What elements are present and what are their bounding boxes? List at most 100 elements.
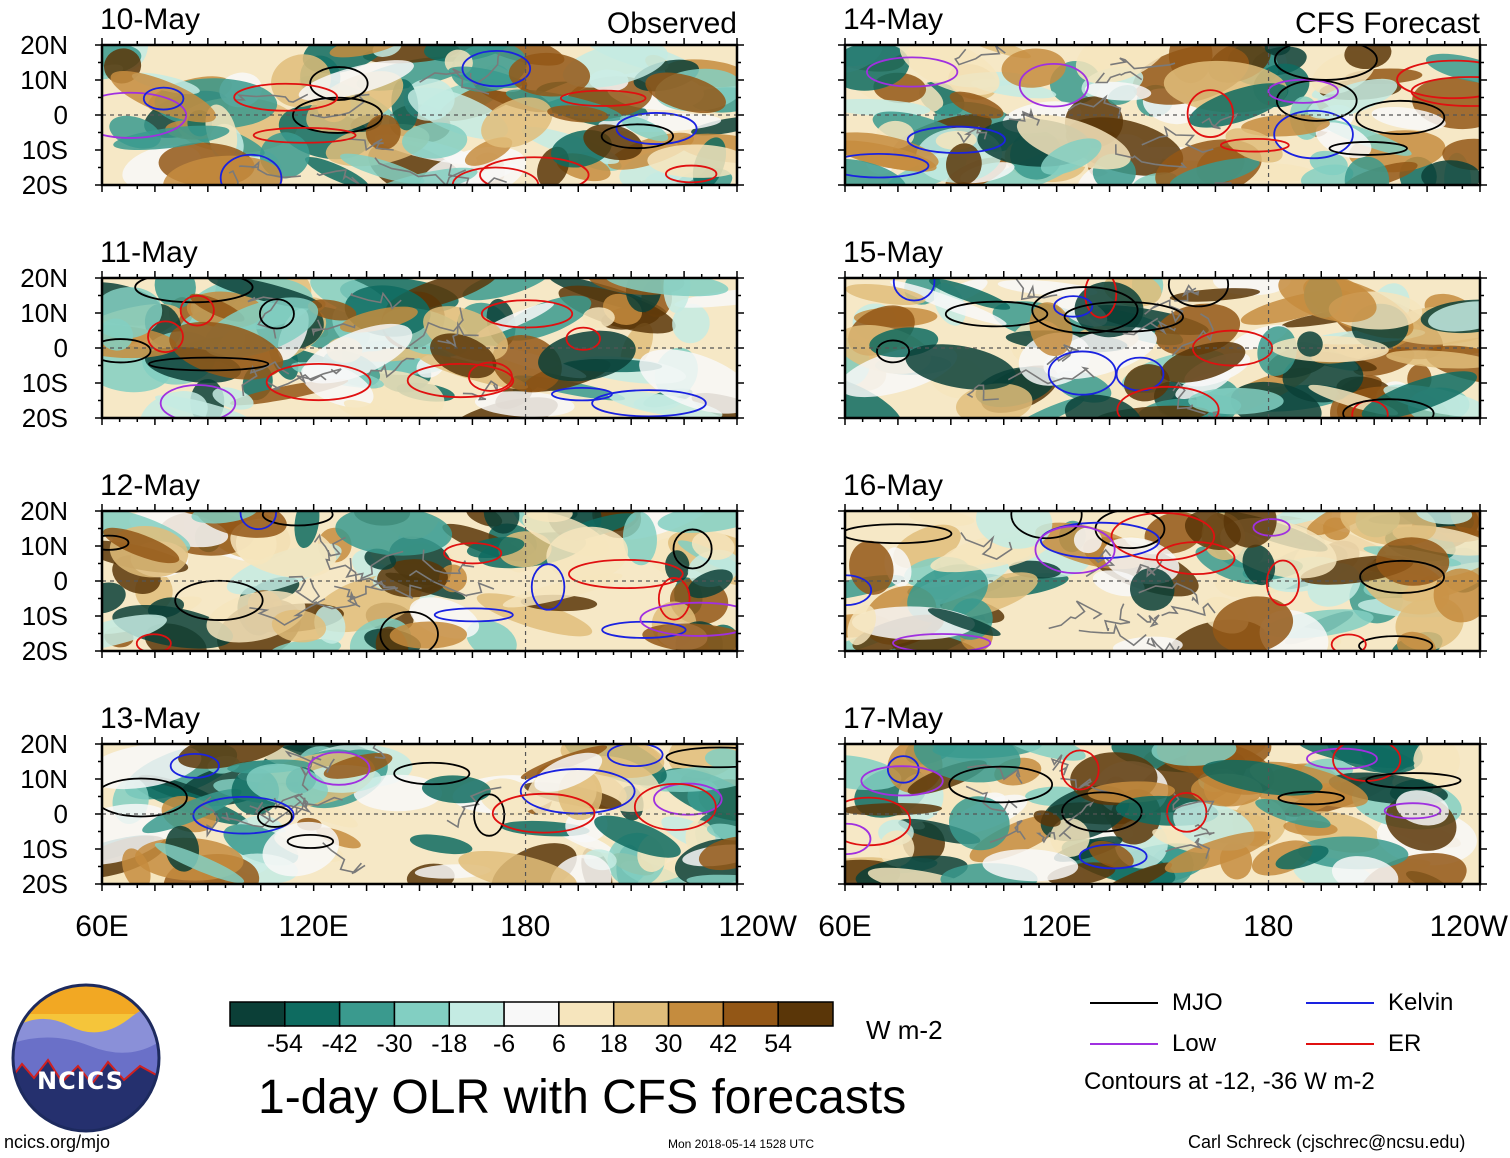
- wave-contour: [1342, 398, 1435, 418]
- wave-contour: [233, 82, 339, 112]
- wave-contour: [1110, 512, 1216, 562]
- olr-anomaly-blob: [594, 815, 681, 858]
- wave-contour: [657, 577, 691, 621]
- colorbar-swatch: [338, 1001, 396, 1027]
- wave-contour: [1167, 278, 1230, 308]
- coastline-path: [446, 786, 502, 829]
- coastline-path: [966, 384, 999, 401]
- wave-contour: [1060, 749, 1100, 791]
- wave-contour: [1267, 78, 1339, 104]
- olr-anomaly-blob: [323, 753, 393, 779]
- wave-contour: [1186, 89, 1234, 138]
- lon-label: 60E: [75, 910, 129, 943]
- olr-anomaly-blob: [583, 124, 643, 161]
- coastline-path: [350, 291, 402, 310]
- lat-label: 10N: [20, 764, 68, 794]
- legend-label-mjo: MJO: [1172, 989, 1223, 1016]
- olr-anomaly-blob: [339, 306, 418, 333]
- coastline-path: [419, 68, 490, 95]
- wave-contour: [633, 782, 717, 831]
- olr-anomaly-blob: [335, 511, 453, 556]
- wave-contour: [1063, 301, 1185, 333]
- olr-anomaly-blob: [909, 511, 975, 527]
- olr-anomaly-blob: [955, 383, 1033, 418]
- wave-contour: [192, 795, 295, 835]
- coastline-path: [1146, 637, 1180, 651]
- logo-text: NCICS: [37, 1067, 124, 1095]
- lon-label: 180: [500, 910, 551, 943]
- olr-anomaly-blob: [102, 614, 167, 651]
- coastline-path: [284, 750, 335, 773]
- olr-anomaly-blob: [300, 362, 374, 408]
- olr-anomaly-blob: [1089, 840, 1134, 869]
- wave-contour: [665, 746, 737, 769]
- wave-contour: [239, 511, 277, 531]
- coastline-path: [989, 819, 1026, 844]
- coastline-path: [1008, 107, 1041, 126]
- map-panel-13-May: [95, 737, 744, 891]
- wave-contour: [860, 765, 944, 797]
- coastline-path: [249, 793, 303, 823]
- olr-anomaly-blob: [1202, 759, 1323, 796]
- olr-anomaly-blob: [154, 842, 245, 884]
- lon-label: 120W: [718, 910, 797, 943]
- lat-label: 0: [53, 566, 68, 596]
- wave-contour: [664, 164, 718, 184]
- wave-contour: [1383, 802, 1442, 820]
- coastline-path: [228, 170, 239, 185]
- colorbar-label: 6: [551, 1030, 566, 1058]
- coastline-path: [235, 93, 309, 103]
- lat-label: 10S: [21, 601, 68, 631]
- coastline-path: [348, 138, 394, 152]
- panel-header: CFS Forecast: [1294, 7, 1480, 40]
- colorbar-swatch: [777, 1001, 834, 1027]
- wave-contour: [944, 300, 1049, 328]
- panel-date-label: 14-May: [843, 3, 944, 36]
- coastline-path: [1015, 278, 1058, 301]
- wave-contour: [102, 91, 188, 139]
- coastline-path: [1110, 57, 1176, 70]
- wave-contour: [876, 339, 911, 364]
- olr-anomaly-blob: [294, 511, 320, 549]
- olr-anomaly-blob: [1282, 352, 1364, 403]
- coastline-path: [1122, 317, 1177, 336]
- logo-ring: [11, 983, 161, 1133]
- olr-anomaly-blob: [1255, 798, 1331, 828]
- wave-contours: [102, 50, 718, 185]
- olr-anomaly-blob: [1386, 350, 1480, 369]
- olr-anomaly-blob: [102, 287, 163, 339]
- olr-anomaly-blob: [1040, 138, 1102, 175]
- wave-contour: [1277, 790, 1345, 806]
- coastline-path: [288, 575, 321, 604]
- wave-contour: [639, 601, 737, 637]
- wave-contour: [406, 362, 515, 399]
- colorbar-label: -18: [431, 1030, 468, 1058]
- wave-contour: [265, 362, 372, 402]
- wave-contour: [601, 620, 687, 639]
- wave-contour: [142, 86, 185, 111]
- olr-anomaly-blob: [1396, 631, 1437, 651]
- wave-contours: [102, 744, 737, 849]
- lat-label: 0: [53, 100, 68, 130]
- olr-anomaly-blob: [547, 105, 609, 123]
- olr-anomaly-blob: [1278, 278, 1377, 323]
- olr-anomaly-blob: [1073, 527, 1103, 554]
- coastline-path: [1048, 600, 1103, 630]
- wave-contour: [479, 156, 590, 185]
- olr-anomaly-blob: [534, 752, 603, 792]
- wave-contour: [102, 777, 188, 818]
- wave-contour: [1355, 99, 1446, 135]
- olr-anomaly-blob: [1371, 106, 1446, 131]
- coastline-path: [1085, 548, 1116, 578]
- wave-contour: [1273, 45, 1378, 81]
- olr-anomaly-blob: [949, 91, 1004, 119]
- lat-label: 20N: [20, 496, 68, 526]
- coastlines: [954, 45, 1239, 185]
- olr-anomaly-blob: [1395, 790, 1449, 826]
- wave-contour: [565, 326, 601, 351]
- olr-anomaly-blob: [642, 623, 737, 651]
- coastline-path: [1165, 837, 1211, 859]
- coastline-path: [312, 590, 361, 610]
- lat-label: 20S: [21, 636, 68, 666]
- coastline-path: [1136, 613, 1160, 628]
